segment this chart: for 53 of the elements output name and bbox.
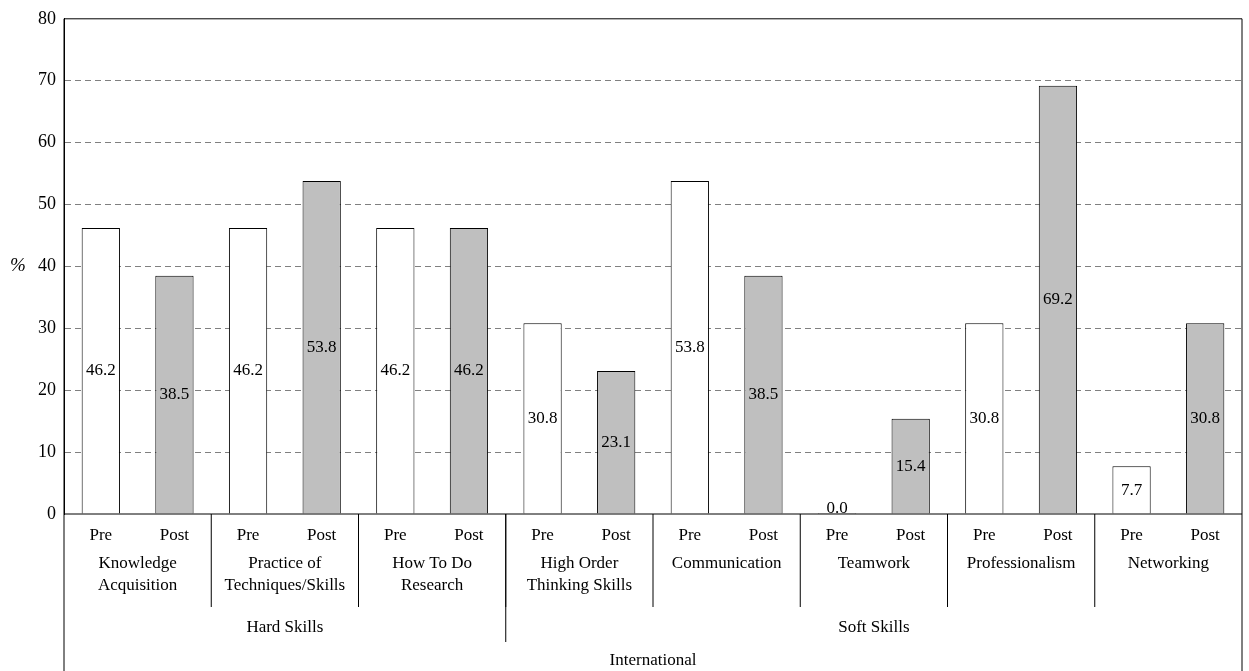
- data-label: 46.2: [380, 360, 411, 380]
- text: Pre: [236, 525, 260, 545]
- x-tick-label: Professionalism: [966, 553, 1076, 573]
- data-label: 46.2: [454, 360, 484, 380]
- data-label: 30.8: [527, 408, 558, 428]
- text: Hard Skills: [246, 617, 324, 637]
- text: Post: [896, 525, 926, 545]
- x-tick-label: Practice of Techniques/Skills: [224, 553, 346, 595]
- data-label: 15.4: [895, 455, 927, 475]
- data-label: 46.2: [85, 360, 116, 380]
- y-tick-label: 50: [38, 193, 56, 214]
- data-label: 23.1: [601, 431, 632, 451]
- x-tick-label: How To Do Research: [392, 553, 472, 595]
- y-tick-label: 40: [38, 255, 56, 276]
- series-label: Pre: [89, 525, 113, 545]
- data-label: 53.8: [306, 336, 337, 356]
- text: Soft Skills: [838, 617, 910, 637]
- text: Pre: [383, 525, 407, 545]
- text: Post: [601, 525, 631, 545]
- data-label: 38.5: [159, 384, 190, 404]
- x-tick-label: High Order Thinking Skills: [526, 553, 633, 595]
- x-tick-label: Networking: [1127, 553, 1210, 573]
- y-tick-label: 70: [38, 69, 56, 90]
- text: Post: [1190, 525, 1220, 545]
- text: Pre: [678, 525, 702, 545]
- data-label: 30.8: [969, 408, 1000, 428]
- data-label: 38.5: [748, 384, 779, 404]
- text: Post: [748, 525, 779, 545]
- text: Post: [307, 525, 337, 545]
- x-tick-label: Communication: [671, 553, 782, 573]
- y-tick-label: 30: [38, 317, 56, 338]
- text: Pre: [825, 525, 849, 545]
- data-label: 30.8: [1190, 408, 1221, 428]
- y-tick-label: 80: [38, 7, 56, 28]
- data-label: 46.2: [233, 360, 263, 380]
- x-tick-label: Knowledge Acquisition: [97, 553, 178, 595]
- data-label: 69.2: [1043, 289, 1073, 309]
- series-label: Post: [159, 525, 190, 545]
- y-tick-label: 60: [38, 131, 56, 152]
- y-axis-title: %: [10, 254, 26, 276]
- text: Pre: [1120, 525, 1143, 545]
- text: Post: [1043, 525, 1073, 545]
- text: Pre: [972, 525, 996, 545]
- x-axis-title: International: [609, 650, 697, 670]
- y-tick-label: 0: [47, 502, 56, 523]
- data-label: 0.0: [826, 498, 848, 518]
- y-tick-label: 10: [38, 440, 56, 461]
- data-label: 7.7: [1120, 479, 1143, 499]
- y-tick-label: 20: [38, 378, 56, 399]
- x-tick-label: Teamwork: [837, 553, 911, 573]
- text: Post: [454, 525, 484, 545]
- data-label: 53.8: [674, 336, 705, 356]
- text: Pre: [531, 525, 554, 545]
